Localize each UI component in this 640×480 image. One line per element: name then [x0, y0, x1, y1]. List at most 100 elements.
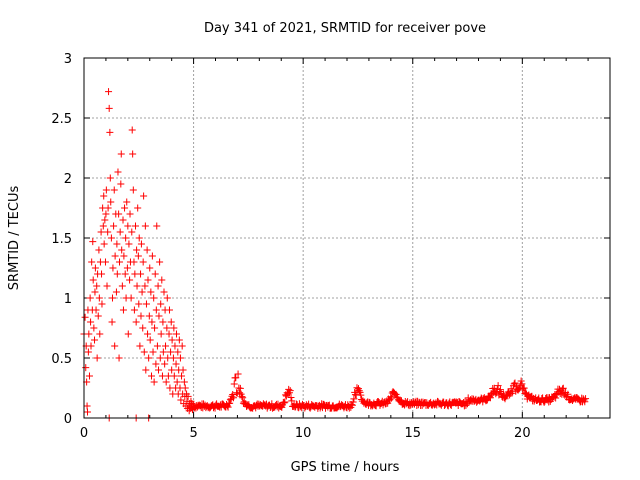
data-point: [559, 384, 567, 392]
data-point: [95, 246, 103, 254]
data-point: [175, 336, 183, 344]
data-point: [125, 240, 133, 248]
data-point: [163, 294, 171, 302]
data-point: [494, 382, 502, 390]
data-point: [155, 366, 163, 374]
data-point: [90, 324, 98, 332]
data-point: [102, 210, 110, 218]
data-point: [136, 342, 144, 350]
data-point: [582, 395, 590, 403]
data-point: [123, 198, 131, 206]
data-point: [85, 372, 93, 380]
data-point: [151, 324, 159, 332]
data-point: [84, 348, 92, 356]
data-point: [124, 222, 132, 230]
data-point: [120, 252, 128, 260]
data-point: [83, 402, 91, 410]
data-point: [106, 128, 114, 136]
data-point: [119, 216, 127, 224]
data-point: [137, 270, 145, 278]
data-point: [229, 390, 237, 398]
data-point: [107, 234, 115, 242]
data-point: [179, 366, 187, 374]
data-point: [123, 264, 131, 272]
data-point: [559, 385, 567, 393]
data-point: [165, 330, 173, 338]
data-point: [556, 389, 564, 397]
data-point: [169, 354, 177, 362]
data-point: [142, 300, 150, 308]
data-point: [462, 401, 470, 409]
data-point: [138, 288, 146, 296]
y-tick-label: 2: [64, 172, 72, 187]
data-point: [117, 150, 125, 158]
data-point: [154, 282, 162, 290]
x-tick-label: 10: [295, 426, 312, 441]
data-point: [155, 312, 163, 320]
data-point: [104, 204, 112, 212]
data-point: [482, 397, 490, 405]
data-point: [287, 393, 295, 401]
data-point: [387, 393, 395, 401]
data-point: [115, 354, 123, 362]
data-point: [126, 276, 134, 284]
data-point: [173, 378, 181, 386]
data-point: [147, 288, 155, 296]
data-point: [146, 336, 154, 344]
data-point: [91, 288, 99, 296]
y-tick-label: 3: [64, 52, 72, 67]
data-point: [159, 348, 167, 356]
x-tick-label: 0: [80, 426, 88, 441]
data-point: [105, 88, 113, 96]
data-point: [142, 366, 150, 374]
data-point: [160, 288, 168, 296]
data-point: [106, 174, 114, 182]
data-point: [117, 180, 125, 188]
data-point: [132, 318, 140, 326]
data-point: [165, 306, 173, 314]
data-point: [126, 210, 134, 218]
x-tick-label: 20: [514, 426, 531, 441]
data-point: [167, 318, 175, 326]
data-point: [174, 348, 182, 356]
data-point: [108, 318, 116, 326]
data-point: [135, 234, 143, 242]
data-point: [288, 397, 296, 405]
data-point: [108, 294, 116, 302]
data-point: [95, 294, 103, 302]
data-point: [86, 294, 94, 302]
data-point: [168, 366, 176, 374]
data-point: [234, 370, 242, 378]
data-point: [110, 186, 118, 194]
data-point: [144, 276, 152, 284]
data-point: [88, 258, 96, 266]
data-point: [521, 390, 529, 398]
y-tick-label: 1: [64, 292, 72, 307]
data-point: [239, 394, 247, 402]
data-point: [580, 396, 588, 404]
data-point: [93, 282, 101, 290]
data-point: [127, 294, 135, 302]
data-point: [157, 300, 165, 308]
data-point: [161, 360, 169, 368]
data-point: [391, 389, 399, 397]
data-point: [286, 387, 294, 395]
data-point: [103, 282, 111, 290]
data-point: [277, 403, 285, 411]
data-point: [496, 386, 504, 394]
x-tick-label: 15: [404, 426, 421, 441]
data-point: [145, 312, 153, 320]
data-point: [172, 330, 180, 338]
data-point: [91, 264, 99, 272]
data-point: [99, 222, 107, 230]
data-point: [152, 360, 160, 368]
data-point: [552, 394, 560, 402]
data-point: [82, 364, 90, 372]
data-point: [118, 246, 126, 254]
data-point: [229, 394, 237, 402]
data-point: [232, 374, 240, 382]
data-point: [349, 398, 357, 406]
data-point: [129, 186, 137, 194]
data-point: [134, 252, 142, 260]
data-point: [146, 264, 154, 272]
